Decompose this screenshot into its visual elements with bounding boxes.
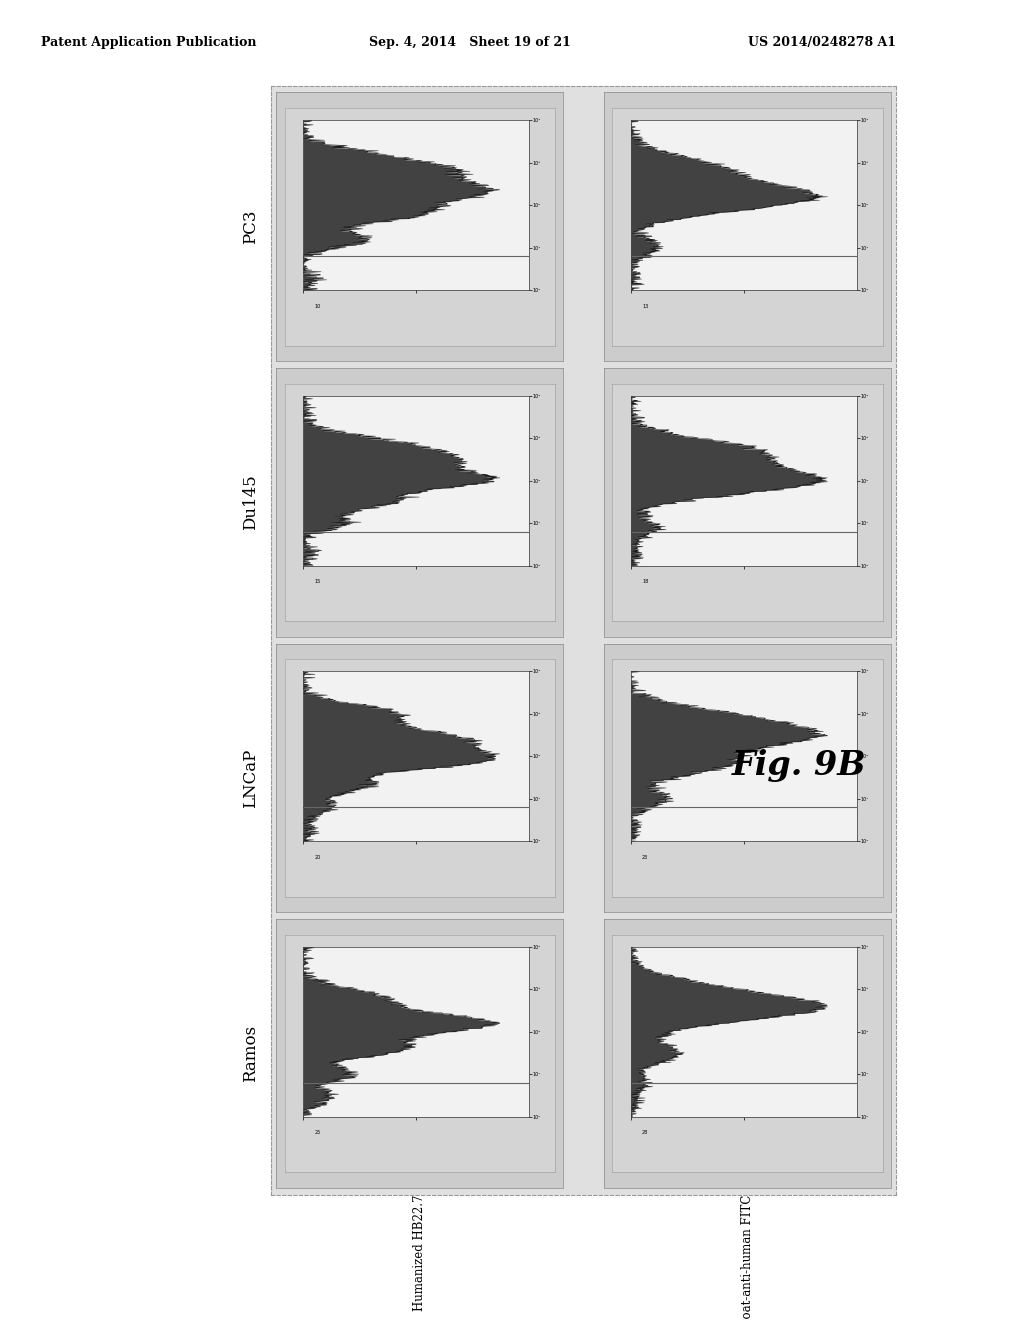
Text: 20: 20 bbox=[314, 855, 321, 859]
Text: 15: 15 bbox=[314, 579, 321, 585]
Text: Sep. 4, 2014   Sheet 19 of 21: Sep. 4, 2014 Sheet 19 of 21 bbox=[369, 36, 570, 49]
Text: US 2014/0248278 A1: US 2014/0248278 A1 bbox=[748, 36, 896, 49]
Text: Humanized HB22.7: Humanized HB22.7 bbox=[414, 1195, 426, 1311]
Text: Fig. 9B: Fig. 9B bbox=[731, 750, 866, 781]
Text: 18: 18 bbox=[642, 579, 648, 585]
Text: Patent Application Publication: Patent Application Publication bbox=[41, 36, 256, 49]
Text: Ramos: Ramos bbox=[243, 1024, 259, 1082]
Text: 25: 25 bbox=[314, 1130, 321, 1135]
Text: 23: 23 bbox=[642, 855, 648, 859]
Text: goat-anti-human FITC: goat-anti-human FITC bbox=[741, 1195, 754, 1320]
Text: 13: 13 bbox=[642, 304, 648, 309]
Text: 28: 28 bbox=[642, 1130, 648, 1135]
Text: Du145: Du145 bbox=[243, 475, 259, 531]
Text: LNCaP: LNCaP bbox=[243, 748, 259, 808]
Text: 10: 10 bbox=[314, 304, 321, 309]
Text: PC3: PC3 bbox=[243, 210, 259, 244]
